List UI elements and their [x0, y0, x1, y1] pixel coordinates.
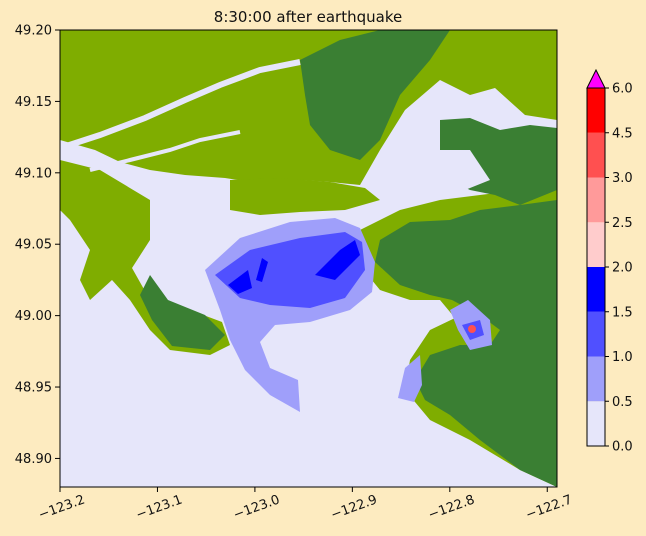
west-point-dark-land: [140, 275, 225, 350]
y-tick-label: 48.95: [15, 381, 52, 396]
colorbar-tick-label: 0.5: [612, 395, 633, 410]
colorbar-segment: [587, 222, 605, 267]
colorbar-tick-label: 2.0: [612, 261, 633, 276]
river-channel: [60, 59, 301, 151]
inundation-medium: [215, 232, 365, 308]
y-tick-label: 48.90: [15, 452, 52, 467]
colorbar-segment: [587, 267, 605, 312]
inundation-east-light: [398, 355, 422, 402]
central-land: [230, 178, 380, 215]
peak-hotspot: [468, 325, 476, 333]
y-tick-label: 49.20: [15, 24, 52, 39]
inundation-deep-1: [228, 270, 252, 294]
colorbar-segment: [587, 311, 605, 357]
x-axis: −123.2 −123.1 −123.0 −122.9 −122.8 −122.7: [37, 487, 574, 523]
y-tick-label: 49.00: [15, 309, 52, 324]
y-tick-label: 49.10: [15, 166, 52, 181]
plot-area: [60, 30, 557, 487]
y-tick-label: 49.05: [15, 238, 52, 253]
inundation-deep-2: [315, 240, 360, 280]
east-upland: [300, 30, 450, 160]
colorbar-tick-label: 4.5: [612, 126, 633, 141]
x-tick-label: −123.2: [37, 492, 87, 523]
colorbar-tick-label: 3.0: [612, 171, 633, 186]
river-arm: [89, 130, 241, 172]
x-tick-label: −123.0: [232, 492, 282, 523]
colorbar-tick-label: 1.5: [612, 305, 633, 320]
west-point-land: [60, 160, 230, 355]
colorbar-segment: [587, 356, 605, 402]
east-highland: [375, 200, 557, 487]
colorbar-segment: [587, 132, 605, 178]
colorbar-segment: [587, 88, 605, 133]
x-tick-label: −122.8: [426, 492, 476, 523]
x-tick-label: −123.1: [134, 492, 184, 523]
y-tick-label: 49.15: [15, 95, 52, 110]
colorbar-extend-arrow: [586, 68, 606, 89]
colorbar-tick-label: 2.5: [612, 216, 633, 231]
y-axis: 48.90 48.95 49.00 49.05 49.10 49.15 49.20: [15, 24, 60, 467]
x-tick-label: −122.7: [524, 492, 574, 523]
colorbar-segment: [587, 401, 605, 446]
boundary-bay-water: [440, 150, 490, 192]
colorbar-tick-label: 6.0: [612, 82, 633, 97]
colorbar-tick-label: 0.0: [612, 440, 633, 455]
colorbar: 0.0 0.5 1.0 1.5 2.0 2.5 3.0 4.5 6.0: [586, 68, 633, 455]
inundation-deep-3: [256, 258, 268, 282]
plot-frame: [59, 29, 558, 488]
colorbar-segment: [587, 177, 605, 223]
colorbar-tick-label: 1.0: [612, 350, 633, 365]
chart-title: 8:30:00 after earthquake: [214, 8, 402, 26]
x-tick-label: −122.9: [329, 492, 379, 523]
